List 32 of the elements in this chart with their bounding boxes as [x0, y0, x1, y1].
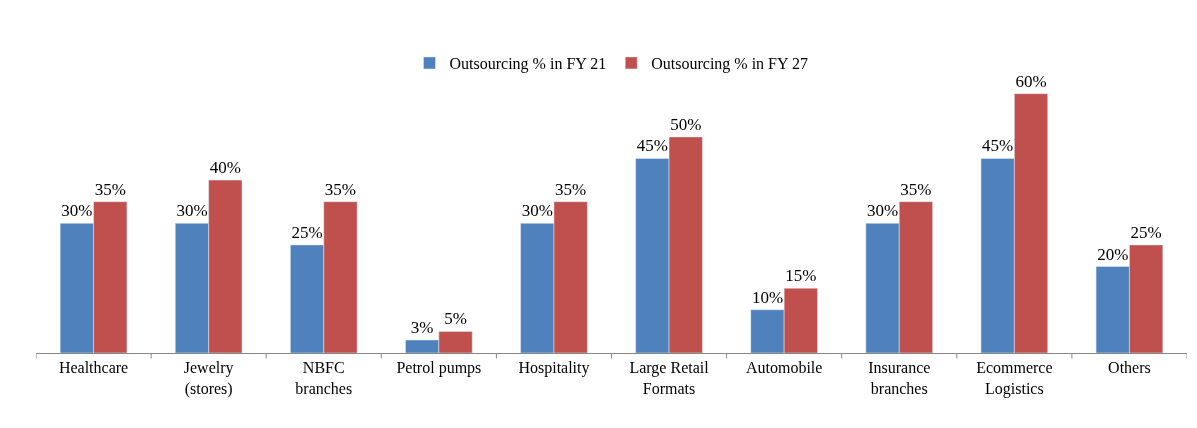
x-tick-label: Hospitality	[518, 359, 590, 378]
data-label: 25%	[1130, 222, 1162, 242]
x-tick-label: Automobile	[745, 359, 823, 377]
data-label: 45%	[982, 136, 1014, 156]
x-tick-label: Healthcare	[58, 359, 129, 377]
x-tick-label: Large Retail Formats	[629, 359, 710, 397]
data-label: 35%	[900, 179, 932, 199]
data-label: 50%	[670, 114, 702, 134]
data-label: 35%	[324, 179, 357, 199]
data-label: 5%	[444, 309, 467, 329]
data-label: 60%	[1015, 71, 1047, 91]
x-tick-label: Petrol pumps	[396, 359, 482, 378]
data-label: 30%	[521, 201, 553, 221]
data-label: 3%	[410, 318, 434, 338]
data-label: 40%	[209, 158, 241, 178]
legend-label: Outsourcing % in FY 27	[651, 55, 808, 74]
data-label: 35%	[94, 179, 126, 199]
x-tick-label: Ecommerce Logistics	[976, 359, 1053, 398]
legend-label: Outsourcing % in FY 21	[449, 55, 607, 74]
data-label: 30%	[176, 201, 208, 221]
x-tick-label: Others	[1108, 359, 1151, 377]
data-label: 20%	[1097, 244, 1129, 264]
data-label: 30%	[61, 201, 93, 221]
x-tick-label: NBFC branches	[295, 359, 353, 397]
data-label: 30%	[866, 201, 899, 221]
data-label: 25%	[291, 222, 323, 242]
data-label: 15%	[785, 266, 817, 286]
x-tick-label: Jewelry (stores)	[183, 359, 234, 398]
data-label: 35%	[555, 179, 587, 199]
data-label: 45%	[636, 136, 668, 156]
data-label: 10%	[751, 287, 784, 307]
x-tick-label: Insurance branches	[868, 359, 931, 397]
